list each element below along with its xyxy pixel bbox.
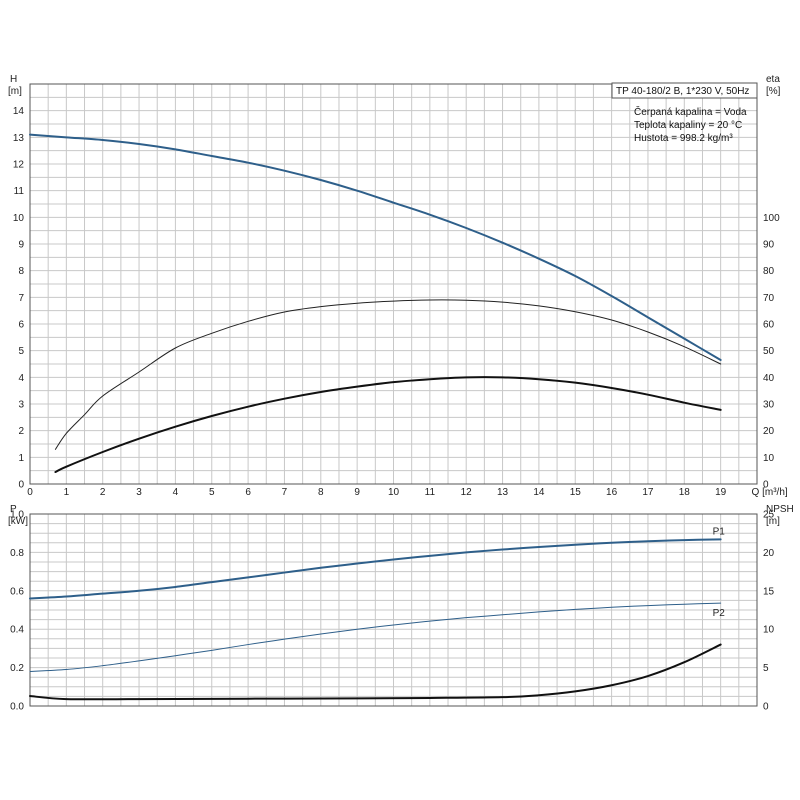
top-left-tick-label: 12: [13, 160, 25, 171]
series-npsh-line: [29, 643, 722, 701]
info-temperature: Teplota kapaliny = 20 °C: [634, 120, 742, 131]
top-right-tick-label: 50: [763, 346, 775, 357]
info-box-frame: [611, 82, 758, 99]
x-tick-label: 18: [679, 487, 691, 498]
x-tick-label: 6: [245, 487, 251, 498]
bottom-left-tick-label: 0.8: [10, 548, 24, 559]
x-tick-label: 13: [497, 487, 509, 498]
x-tick-label: 19: [715, 487, 727, 498]
top-left-tick-label: 9: [18, 240, 24, 251]
info-density: Hustota = 998.2 kg/m³: [634, 133, 733, 144]
series-p1-top-line: [54, 376, 722, 473]
top-right-tick-label: 30: [763, 400, 775, 411]
legend-label-p1: P1: [713, 526, 726, 537]
bottom-right-tick-label: 20: [763, 548, 775, 559]
info-fluid: Čerpaná kapalina = Voda: [634, 105, 747, 118]
x-tick-label: 16: [606, 487, 618, 498]
bottom-left-tick-label: 1.0: [10, 510, 24, 521]
series-p2-line: [29, 602, 722, 672]
x-tick-label: 15: [570, 487, 582, 498]
bottom-right-tick-label: 0: [763, 702, 769, 713]
top-right-tick-label: 100: [763, 213, 780, 224]
top-left-tick-label: 11: [14, 186, 25, 197]
top-left-tick-label: 4: [18, 373, 24, 384]
bottom-left-tick-label: 0.4: [10, 625, 24, 636]
x-tick-label: 11: [425, 487, 436, 498]
top-right-tick-label: 0: [763, 480, 769, 491]
series-p1-line: [29, 538, 722, 600]
x-tick-label: 1: [64, 487, 70, 498]
top-right-tick-label: 10: [763, 453, 775, 464]
bottom-panel-frame: [29, 513, 758, 707]
top-left-axis-title: H: [10, 74, 17, 85]
bottom-right-tick-label: 10: [763, 625, 775, 636]
top-left-tick-label: 5: [18, 346, 24, 357]
bottom-right-tick-label: 25: [763, 510, 775, 521]
pump-model-label: TP 40-180/2 B, 1*230 V, 50Hz: [616, 86, 749, 97]
bottom-right-tick-label: 15: [763, 586, 775, 597]
x-tick-label: 12: [461, 487, 473, 498]
top-left-tick-label: 3: [18, 400, 24, 411]
x-tick-label: 3: [136, 487, 142, 498]
x-tick-label: 17: [642, 487, 654, 498]
top-left-tick-label: 1: [18, 453, 24, 464]
top-left-tick-label: 13: [13, 133, 25, 144]
top-left-tick-label: 8: [18, 266, 24, 277]
x-tick-label: 7: [282, 487, 288, 498]
x-tick-label: 10: [388, 487, 400, 498]
bottom-right-axis-unit: [m]: [766, 516, 780, 527]
x-tick-label: 5: [209, 487, 215, 498]
bottom-left-tick-label: 0.6: [10, 586, 24, 597]
top-left-tick-label: 6: [18, 320, 24, 331]
x-tick-label: 8: [318, 487, 324, 498]
top-right-tick-label: 90: [763, 240, 775, 251]
top-left-tick-label: 10: [13, 213, 25, 224]
top-left-tick-label: 14: [13, 106, 25, 117]
top-right-tick-label: 60: [763, 320, 775, 331]
legend-label-p2: P2: [713, 608, 726, 619]
x-tick-label: 0: [27, 487, 33, 498]
top-right-tick-label: 20: [763, 426, 775, 437]
x-tick-label: 2: [100, 487, 106, 498]
top-right-axis-title: eta: [766, 74, 780, 85]
bottom-left-tick-label: 0.0: [10, 702, 24, 713]
x-tick-label: 14: [533, 487, 545, 498]
top-left-tick-label: 7: [18, 293, 24, 304]
top-right-tick-label: 40: [763, 373, 775, 384]
x-axis-title: Q [m³/h]: [752, 487, 788, 498]
series-h-line: [29, 133, 722, 361]
bottom-left-axis-title: P: [10, 504, 17, 515]
top-left-axis-unit: [m]: [8, 86, 22, 97]
top-right-axis-unit: [%]: [766, 86, 781, 97]
top-right-tick-label: 70: [763, 293, 775, 304]
x-tick-label: 9: [354, 487, 360, 498]
top-left-tick-label: 0: [18, 480, 24, 491]
top-left-tick-label: 2: [18, 426, 24, 437]
bottom-left-axis-unit: [kW]: [8, 516, 28, 527]
top-panel-frame: [29, 83, 758, 485]
series-eta-line: [54, 299, 722, 450]
bottom-right-tick-label: 5: [763, 663, 769, 674]
x-tick-label: 4: [173, 487, 179, 498]
top-right-tick-label: 80: [763, 266, 775, 277]
bottom-left-tick-label: 0.2: [10, 663, 24, 674]
bottom-right-axis-title: NPSH: [766, 504, 794, 515]
